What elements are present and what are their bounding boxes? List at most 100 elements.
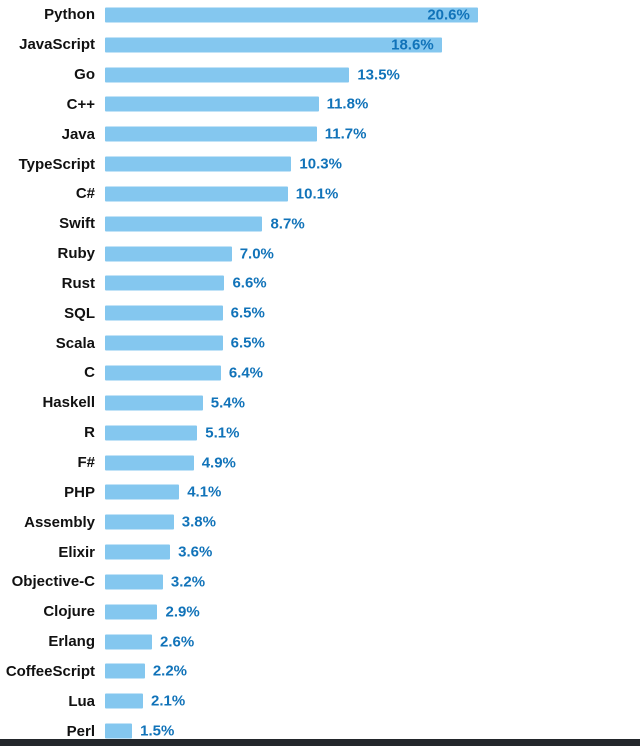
value-label: 3.6% — [178, 543, 213, 561]
chart-row: Perl 1.5% — [0, 716, 640, 746]
chart-row: Assembly 3.8% — [0, 507, 640, 537]
chart-row: R 5.1% — [0, 418, 640, 448]
chart-row: Go 13.5% — [0, 60, 640, 90]
value-label: 18.6% — [391, 36, 434, 54]
bar — [105, 604, 158, 620]
category-label: Lua — [68, 692, 95, 710]
bar — [105, 574, 163, 590]
value-label: 11.8% — [326, 95, 369, 113]
plot-area: 10.3% — [105, 149, 640, 179]
plot-area: 10.1% — [105, 179, 640, 209]
bar — [105, 305, 223, 321]
chart-row: JavaScript 18.6% — [0, 30, 640, 60]
plot-area: 5.4% — [105, 388, 640, 418]
bar — [105, 544, 171, 560]
value-label: 6.5% — [230, 304, 265, 322]
chart-row: Rust 6.6% — [0, 269, 640, 299]
chart-row: Swift 8.7% — [0, 209, 640, 239]
value-label: 2.9% — [165, 603, 200, 621]
bar — [105, 96, 319, 112]
bar — [105, 663, 145, 679]
category-label: Python — [44, 6, 95, 24]
category-label: Erlang — [48, 633, 95, 651]
plot-area: 2.2% — [105, 656, 640, 686]
bar — [105, 7, 478, 23]
category-label: Elixir — [58, 543, 95, 561]
chart-row: Erlang 2.6% — [0, 627, 640, 657]
category-label: CoffeeScript — [5, 662, 95, 680]
value-label: 11.7% — [324, 125, 367, 143]
bar — [105, 693, 143, 709]
chart-row: Lua 2.1% — [0, 686, 640, 716]
bar — [105, 395, 203, 411]
chart-row: Ruby 7.0% — [0, 239, 640, 269]
bar — [105, 156, 292, 172]
category-label: C — [84, 364, 95, 382]
value-label: 6.5% — [230, 334, 265, 352]
category-label: F# — [77, 454, 95, 471]
value-label: 4.9% — [201, 454, 236, 471]
value-label: 5.1% — [205, 424, 240, 442]
category-label: C++ — [66, 95, 95, 113]
bar — [105, 246, 232, 262]
value-label: 2.6% — [160, 633, 195, 651]
chart-row: C# 10.1% — [0, 179, 640, 209]
bar — [105, 484, 180, 500]
category-label: Assembly — [24, 513, 95, 531]
value-label: 10.3% — [299, 155, 342, 173]
chart-row: Scala 6.5% — [0, 328, 640, 358]
value-label: 1.5% — [140, 722, 175, 740]
plot-area: 6.5% — [105, 298, 640, 328]
plot-area: 20.6% — [105, 0, 640, 30]
plot-area: 13.5% — [105, 60, 640, 90]
value-label: 6.6% — [232, 274, 267, 292]
chart-row: Objective-C 3.2% — [0, 567, 640, 597]
plot-area: 8.7% — [105, 209, 640, 239]
category-label: R — [84, 424, 95, 442]
plot-area: 4.9% — [105, 448, 640, 478]
plot-area: 6.6% — [105, 269, 640, 299]
value-label: 2.1% — [151, 692, 186, 710]
chart-row: CoffeeScript 2.2% — [0, 656, 640, 686]
bar — [105, 514, 174, 530]
plot-area: 7.0% — [105, 239, 640, 269]
chart-row: Elixir 3.6% — [0, 537, 640, 567]
category-label: Clojure — [43, 603, 95, 621]
value-label: 4.1% — [187, 483, 222, 501]
value-label: 20.6% — [427, 6, 470, 24]
plot-area: 18.6% — [105, 30, 640, 60]
value-label: 10.1% — [295, 185, 339, 203]
bar — [105, 335, 223, 351]
category-label: C# — [75, 185, 95, 203]
plot-area: 11.7% — [105, 119, 640, 149]
plot-area: 2.1% — [105, 686, 640, 716]
bar — [105, 365, 221, 381]
chart-row: Clojure 2.9% — [0, 597, 640, 627]
plot-area: 11.8% — [105, 90, 640, 120]
chart-row: C++ 11.8% — [0, 90, 640, 120]
category-label: Swift — [59, 215, 95, 233]
chart-row: SQL 6.5% — [0, 298, 640, 328]
category-label: Ruby — [57, 245, 96, 263]
plot-area: 1.5% — [105, 716, 640, 746]
value-label: 3.8% — [181, 513, 216, 531]
chart-row: C 6.4% — [0, 358, 640, 388]
category-label: Haskell — [42, 394, 95, 412]
bar — [105, 275, 225, 291]
category-label: PHP — [64, 483, 95, 501]
chart-row: F# 4.9% — [0, 448, 640, 478]
value-label: 6.4% — [228, 364, 264, 382]
bar — [105, 186, 288, 202]
bar — [105, 67, 350, 83]
value-label: 8.7% — [270, 215, 305, 233]
plot-area: 3.6% — [105, 537, 640, 567]
plot-area: 2.6% — [105, 627, 640, 657]
bar — [105, 37, 442, 53]
category-label: Rust — [61, 274, 95, 292]
plot-area: 3.2% — [105, 567, 640, 597]
plot-area: 2.9% — [105, 597, 640, 627]
plot-area: 6.5% — [105, 328, 640, 358]
category-label: Java — [61, 125, 95, 143]
value-label: 7.0% — [239, 245, 274, 263]
value-label: 2.2% — [152, 662, 188, 680]
